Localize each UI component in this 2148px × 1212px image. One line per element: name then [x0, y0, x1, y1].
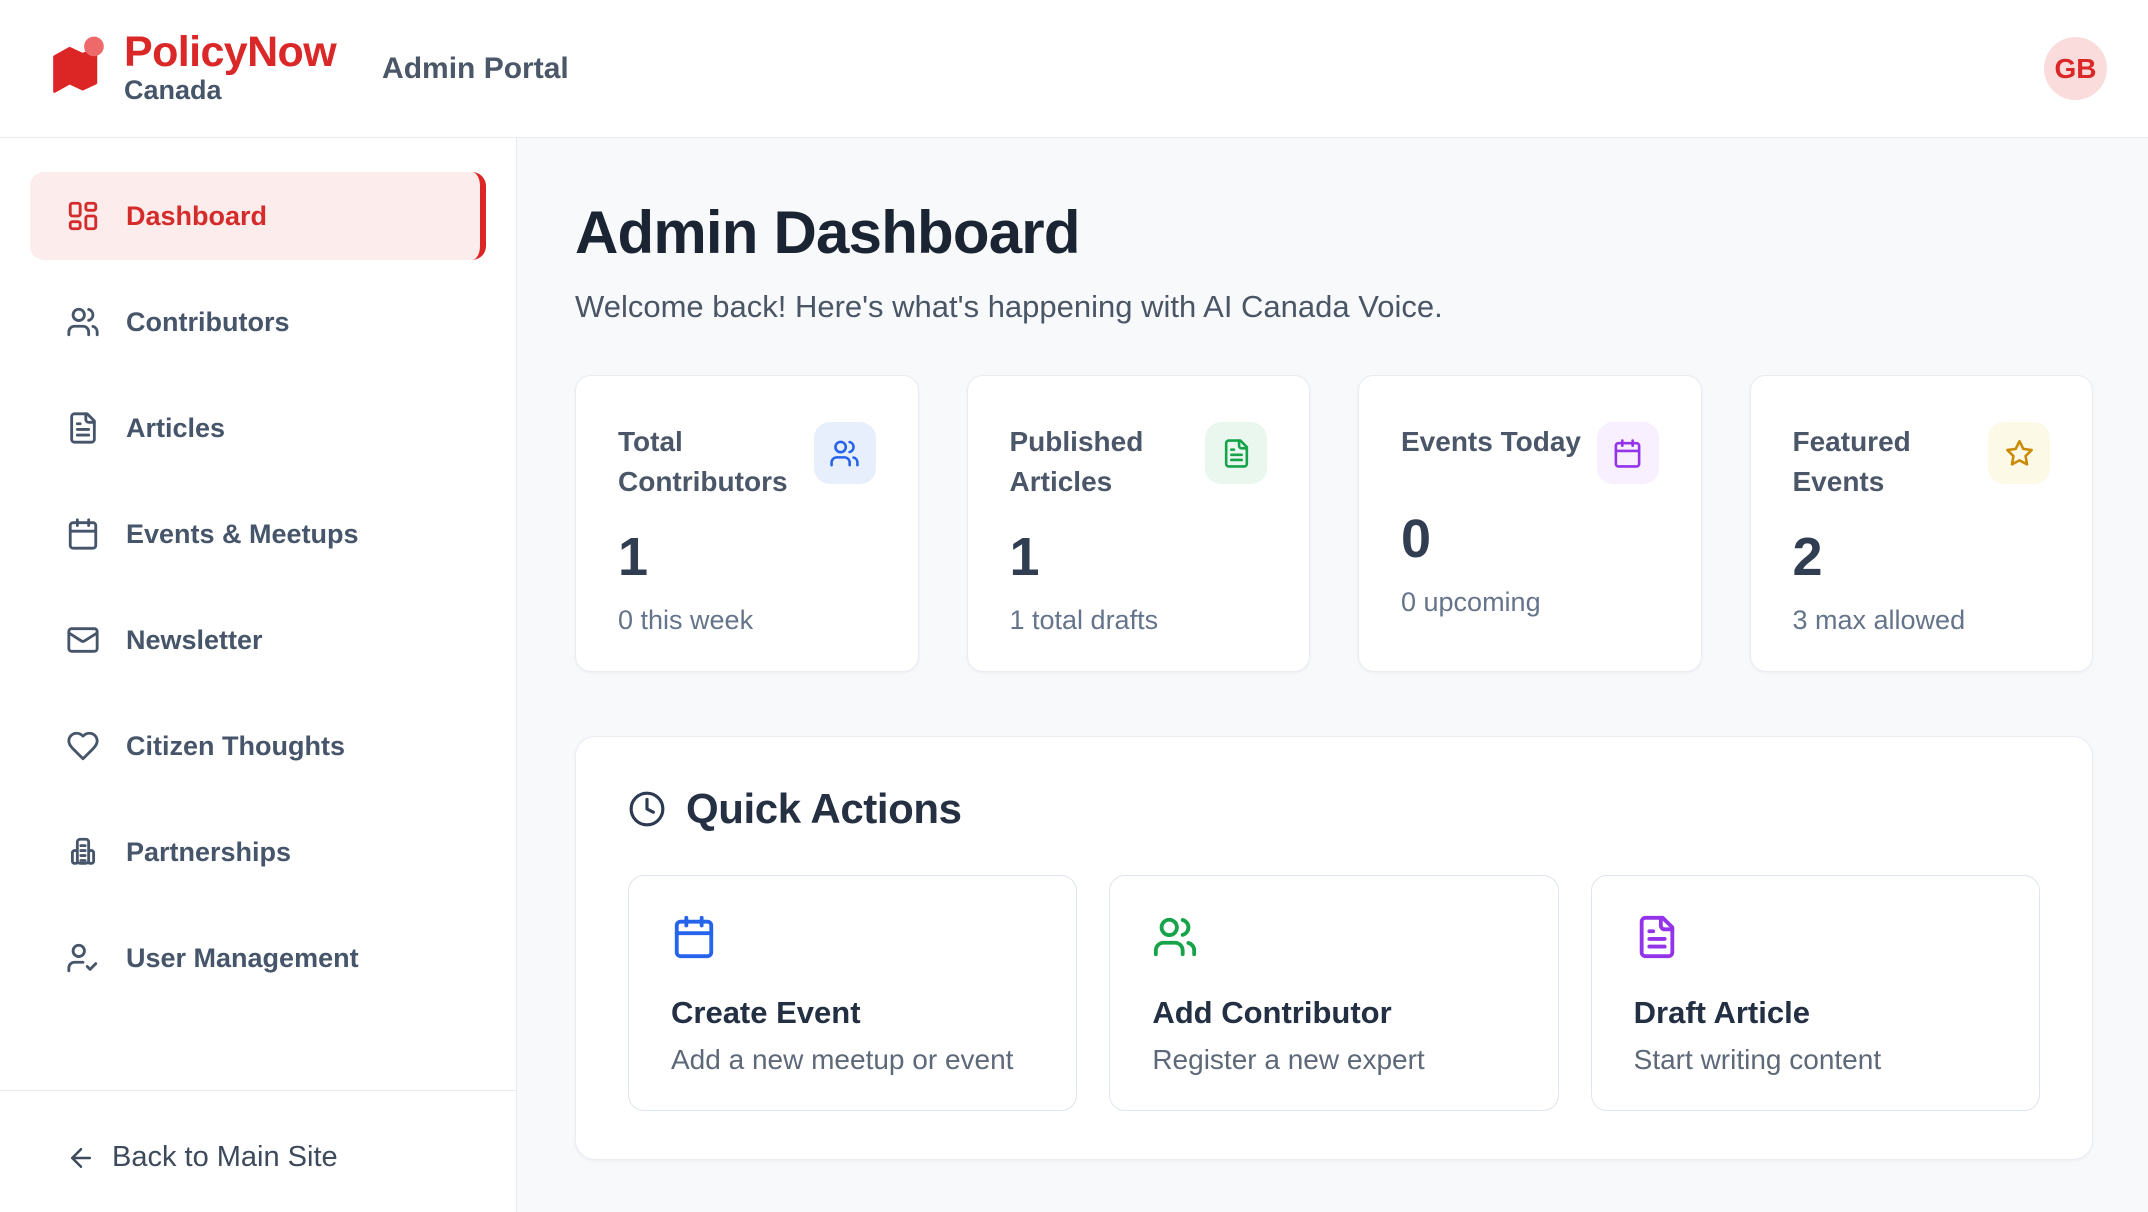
- action-card-draft-article[interactable]: Draft Article Start writing content: [1590, 875, 2040, 1111]
- page-title: Admin Dashboard: [575, 199, 1081, 266]
- users-icon: [66, 305, 100, 339]
- action-card-add-contributor[interactable]: Add Contributor Register a new expert: [1109, 875, 1559, 1111]
- stat-card-events-today: Events Today 0 0 upcoming: [1358, 375, 1702, 672]
- building-icon: [66, 835, 100, 869]
- stat-value: 2: [1792, 527, 1823, 587]
- sidebar-item-events-meetups[interactable]: Events & Meetups: [30, 490, 486, 578]
- stat-card-published-articles: Published Articles 1 1 total drafts: [966, 375, 1310, 672]
- sidebar-item-label: Partnerships: [126, 836, 292, 867]
- calendar-icon: [671, 914, 717, 960]
- quick-actions-header: Quick Actions: [628, 785, 2040, 833]
- action-title: Draft Article: [1633, 995, 1810, 1030]
- main-content: Admin Dashboard Welcome back! Here's wha…: [517, 138, 2148, 1212]
- stat-chip: [1988, 422, 2050, 484]
- quick-actions-row: Create Event Add a new meetup or event A…: [628, 875, 2040, 1111]
- stats-row: Total Contributors 1 0 this week Publish…: [575, 375, 2093, 672]
- portal-label: Admin Portal: [382, 51, 569, 85]
- stat-value: 0: [1401, 509, 1432, 569]
- quick-actions-title: Quick Actions: [686, 785, 962, 832]
- action-title: Create Event: [671, 995, 861, 1030]
- sidebar-footer: Back to Main Site: [0, 1090, 516, 1212]
- heart-icon: [66, 729, 100, 763]
- stat-head: Featured Events: [1792, 422, 2050, 502]
- action-card-create-event[interactable]: Create Event Add a new meetup or event: [628, 875, 1078, 1111]
- page-subtitle: Welcome back! Here's what's happening wi…: [575, 289, 1443, 324]
- brand-text: PolicyNow Canada: [124, 27, 337, 107]
- stat-subtext: 0 upcoming: [1401, 587, 1541, 618]
- action-subtitle: Start writing content: [1633, 1044, 1882, 1075]
- file-text-icon: [1634, 914, 1680, 960]
- stat-subtext: 1 total drafts: [1009, 605, 1159, 636]
- sidebar-nav: Dashboard Contributors Articles Events &…: [30, 172, 486, 1002]
- stat-head: Published Articles: [1009, 422, 1267, 502]
- top-header: PolicyNow Canada Admin Portal GB: [0, 0, 2148, 138]
- user-avatar[interactable]: GB: [2044, 37, 2107, 100]
- sidebar-item-user-management[interactable]: User Management: [30, 914, 486, 1002]
- sidebar-item-label: Events & Meetups: [126, 518, 359, 549]
- sidebar-item-label: Articles: [126, 412, 226, 443]
- clock-icon: [628, 790, 666, 828]
- stat-chip: [1205, 422, 1267, 484]
- stat-value: 1: [1009, 527, 1040, 587]
- stat-card-featured-events: Featured Events 2 3 max allowed: [1749, 375, 2093, 672]
- action-subtitle: Add a new meetup or event: [671, 1044, 1014, 1075]
- brand-subtitle: Canada: [124, 75, 222, 106]
- stat-subtext: 3 max allowed: [1792, 605, 1966, 636]
- sidebar-item-label: Newsletter: [126, 624, 263, 655]
- sidebar-item-citizen-thoughts[interactable]: Citizen Thoughts: [30, 702, 486, 790]
- stat-value: 1: [618, 527, 649, 587]
- arrow-left-icon: [66, 1143, 96, 1173]
- stat-head: Events Today: [1401, 422, 1659, 484]
- users-icon: [829, 438, 860, 469]
- stat-subtext: 0 this week: [618, 605, 754, 636]
- sidebar-item-dashboard[interactable]: Dashboard: [30, 172, 486, 260]
- quick-actions-panel: Quick Actions Create Event Add a new mee…: [575, 736, 2093, 1160]
- back-to-main-site-link[interactable]: Back to Main Site: [66, 1141, 338, 1174]
- calendar-icon: [1612, 438, 1643, 469]
- sidebar-item-articles[interactable]: Articles: [30, 384, 486, 472]
- sidebar-item-label: Dashboard: [126, 200, 268, 231]
- stat-title: Total Contributors: [618, 426, 788, 497]
- sidebar-item-label: Citizen Thoughts: [126, 730, 345, 761]
- stat-title: Events Today: [1401, 426, 1581, 457]
- body-layout: Dashboard Contributors Articles Events &…: [0, 138, 2148, 1212]
- sidebar-item-partnerships[interactable]: Partnerships: [30, 808, 486, 896]
- stat-chip: [1596, 422, 1659, 484]
- sidebar-item-contributors[interactable]: Contributors: [30, 278, 486, 366]
- stat-chip: [813, 422, 876, 484]
- file-text-icon: [1221, 438, 1252, 469]
- brand-name: PolicyNow: [124, 27, 337, 76]
- policynow-logo-icon: [53, 37, 104, 94]
- sidebar-item-label: Contributors: [126, 306, 290, 337]
- sidebar-item-label: User Management: [126, 942, 359, 973]
- brand: PolicyNow Canada: [48, 27, 337, 107]
- stat-head: Total Contributors: [618, 422, 876, 502]
- layout-dashboard-icon: [66, 199, 100, 233]
- star-icon: [2004, 438, 2035, 469]
- action-title: Add Contributor: [1152, 995, 1392, 1030]
- users-icon: [1152, 914, 1198, 960]
- stat-title: Featured Events: [1792, 426, 1911, 497]
- sidebar: Dashboard Contributors Articles Events &…: [0, 138, 517, 1212]
- mail-icon: [66, 623, 100, 657]
- stat-title: Published Articles: [1009, 426, 1144, 497]
- action-subtitle: Register a new expert: [1152, 1044, 1425, 1075]
- stat-card-total-contributors: Total Contributors 1 0 this week: [575, 375, 919, 672]
- calendar-icon: [66, 517, 100, 551]
- user-check-icon: [66, 941, 100, 975]
- file-text-icon: [66, 411, 100, 445]
- sidebar-item-newsletter[interactable]: Newsletter: [30, 596, 486, 684]
- back-link-label: Back to Main Site: [112, 1141, 338, 1173]
